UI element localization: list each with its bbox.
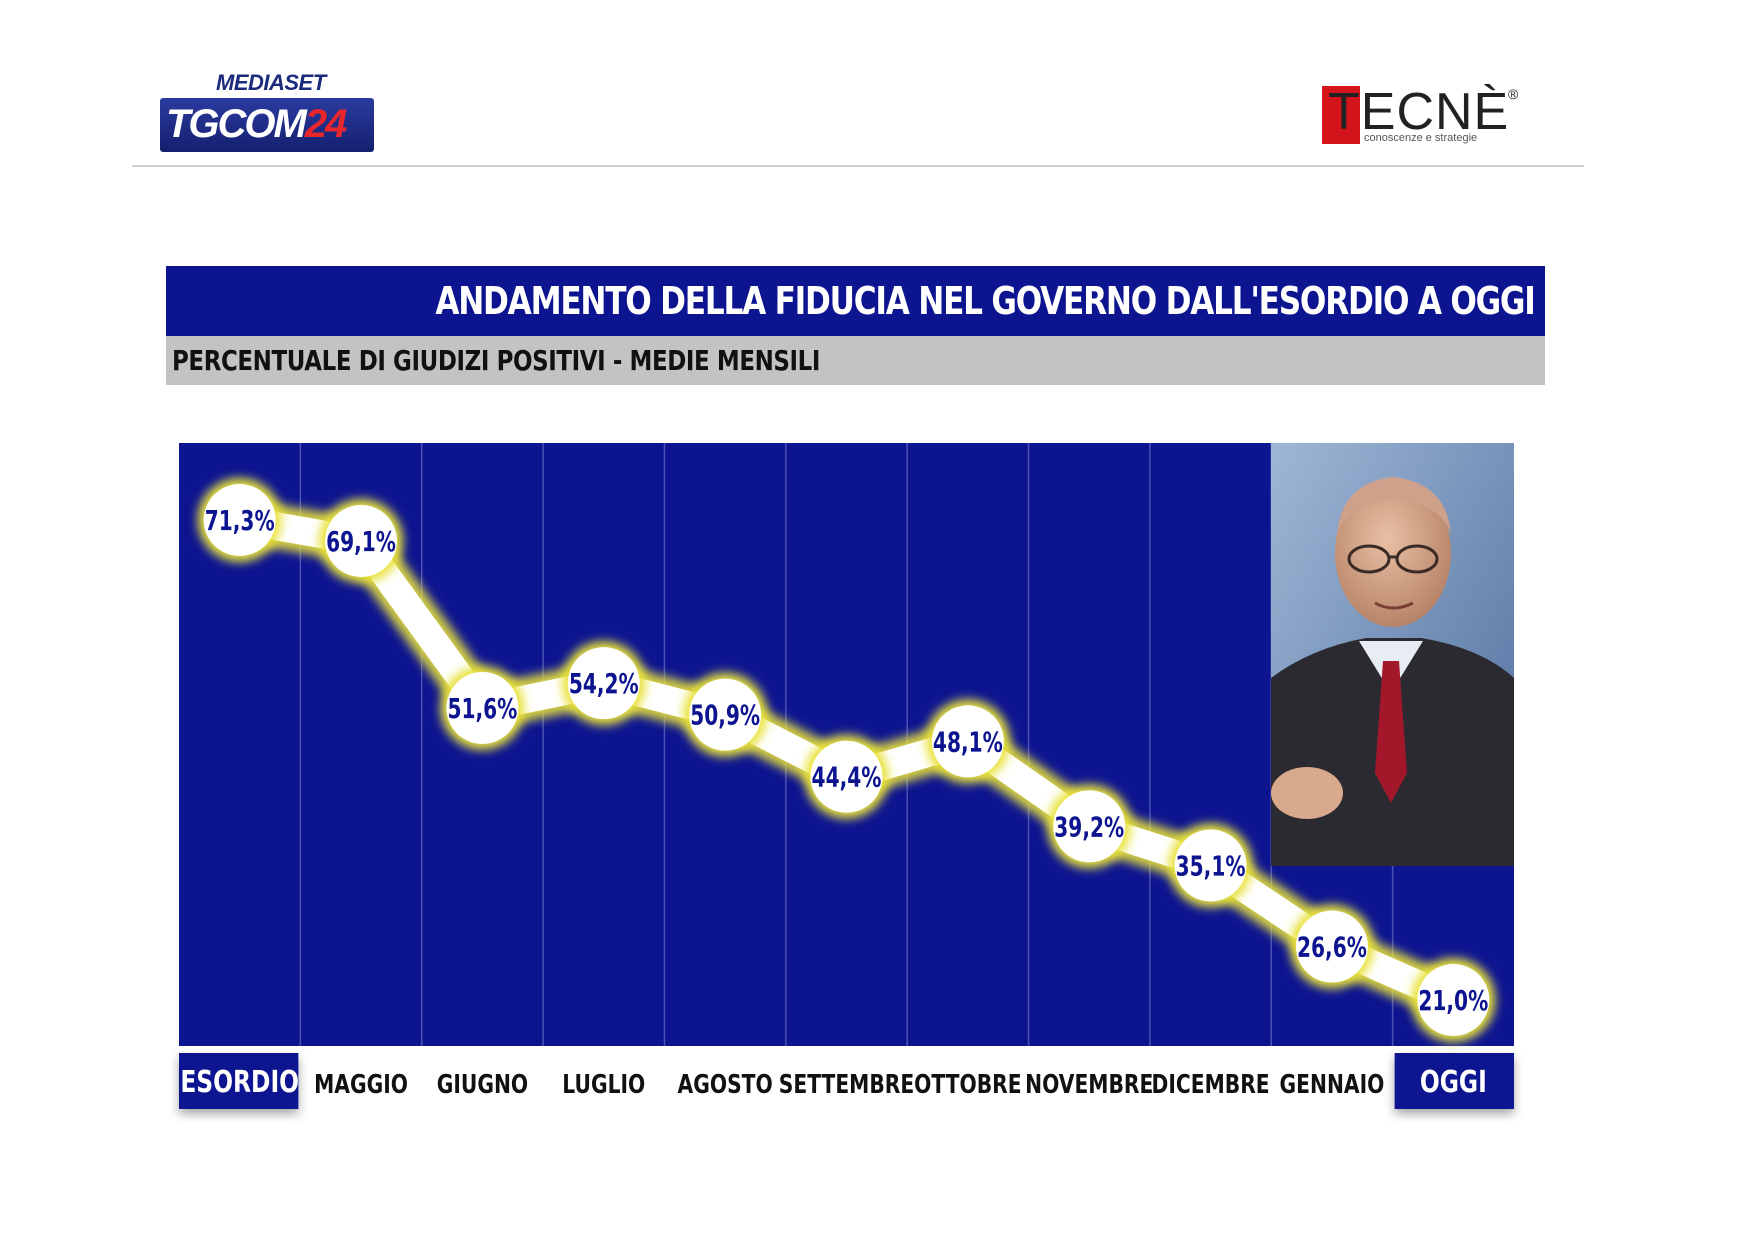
tgcom-wordmark: TGCOM: [166, 102, 307, 146]
data-point-marker: [1417, 964, 1490, 1036]
category-label-giugno: GIUGNO: [437, 1070, 528, 1100]
data-point-settembre: 44,4%: [804, 734, 889, 819]
category-label-esordio: ESORDIO: [180, 1065, 299, 1100]
category-label-oggi: OGGI: [1420, 1065, 1487, 1100]
data-point-agosto: 50,9%: [683, 672, 768, 757]
data-point-giugno: 51,6%: [440, 665, 525, 750]
category-label-agosto: AGOSTO: [678, 1070, 773, 1100]
data-label: 39,2%: [1054, 810, 1124, 843]
chart-subtitle: PERCENTUALE DI GIUDIZI POSITIVI - MEDIE …: [172, 344, 821, 377]
mediaset-tgcom24-logo: MEDIASET TGCOM24: [160, 70, 380, 160]
chart-title: ANDAMENTO DELLA FIDUCIA NEL GOVERNO DALL…: [435, 279, 1537, 323]
data-label: 51,6%: [447, 692, 517, 725]
data-point-dicembre: 35,1%: [1168, 823, 1253, 908]
tecne-tagline: conoscenze e strategie: [1364, 132, 1478, 144]
data-point-marker: [1053, 790, 1126, 863]
data-point-marker: [1174, 829, 1247, 902]
highlight-box-oggi: [1394, 1053, 1514, 1109]
data-label: 71,3%: [205, 504, 275, 537]
tecne-red-block: [1322, 86, 1360, 144]
tecne-wordmark: TECNÈ: [1328, 83, 1510, 141]
highlight-box-esordio: [179, 1053, 299, 1109]
category-label-novembre: NOVEMBRE: [1025, 1070, 1153, 1100]
data-point-novembre: 39,2%: [1047, 784, 1132, 869]
data-point-marker: [567, 647, 640, 720]
data-point-marker: [689, 678, 762, 751]
tecne-logo: TECNÈ ® conoscenze e strategie: [1322, 83, 1522, 150]
mediaset-wordmark: MEDIASET: [216, 70, 326, 95]
data-point-marker: [931, 705, 1004, 778]
data-point-marker: [203, 484, 276, 556]
data-point-maggio: 69,1%: [319, 498, 404, 583]
header-divider: [132, 165, 1584, 167]
data-point-marker: [325, 504, 398, 577]
data-point-marker: [446, 671, 519, 744]
data-point-marker: [1295, 910, 1368, 983]
portrait-image: [1271, 443, 1514, 866]
category-label-settembre: SETTEMBRE: [779, 1070, 914, 1100]
category-labels: ESORDIO MAGGIO GIUGNO LUGLIO AGOSTO SETTEMBRE…: [180, 1065, 1486, 1100]
data-label: 35,1%: [1176, 849, 1246, 882]
data-point-esordio: 71,3%: [197, 478, 282, 562]
data-label: 44,4%: [812, 760, 882, 793]
chart-subtitle-bar: PERCENTUALE DI GIUDIZI POSITIVI - MEDIE …: [166, 336, 1545, 385]
category-highlight-boxes: [179, 1053, 1514, 1109]
data-point-ottobre: 48,1%: [925, 699, 1010, 784]
data-point-oggi: 21,0%: [1411, 958, 1496, 1042]
data-label: 26,6%: [1297, 930, 1367, 963]
tgcom-24: 24: [304, 102, 347, 146]
tecne-registered-mark: ®: [1508, 86, 1519, 102]
data-point-gennaio: 26,6%: [1289, 904, 1374, 989]
data-label: 54,2%: [569, 667, 639, 700]
category-label-gennaio: GENNAIO: [1280, 1070, 1385, 1100]
data-point-marker: [810, 740, 883, 813]
data-label: 50,9%: [690, 698, 760, 731]
category-label-dicembre: DICEMBRE: [1152, 1070, 1270, 1100]
data-points: 71,3% 69,1% 51,6% 54,2% 50,9% 44,4% 48,1% 39,2%…: [197, 478, 1496, 1042]
category-label-luglio: LUGLIO: [562, 1070, 645, 1100]
data-label: 69,1%: [326, 525, 396, 558]
tgcom24-badge: TGCOM24: [160, 98, 374, 152]
data-point-luglio: 54,2%: [561, 641, 646, 726]
data-label: 21,0%: [1418, 984, 1488, 1017]
category-label-ottobre: OTTOBRE: [914, 1070, 1021, 1100]
category-label-maggio: MAGGIO: [314, 1070, 408, 1100]
chart-title-bar: ANDAMENTO DELLA FIDUCIA NEL GOVERNO DALL…: [166, 266, 1545, 336]
data-label: 48,1%: [933, 725, 1003, 758]
